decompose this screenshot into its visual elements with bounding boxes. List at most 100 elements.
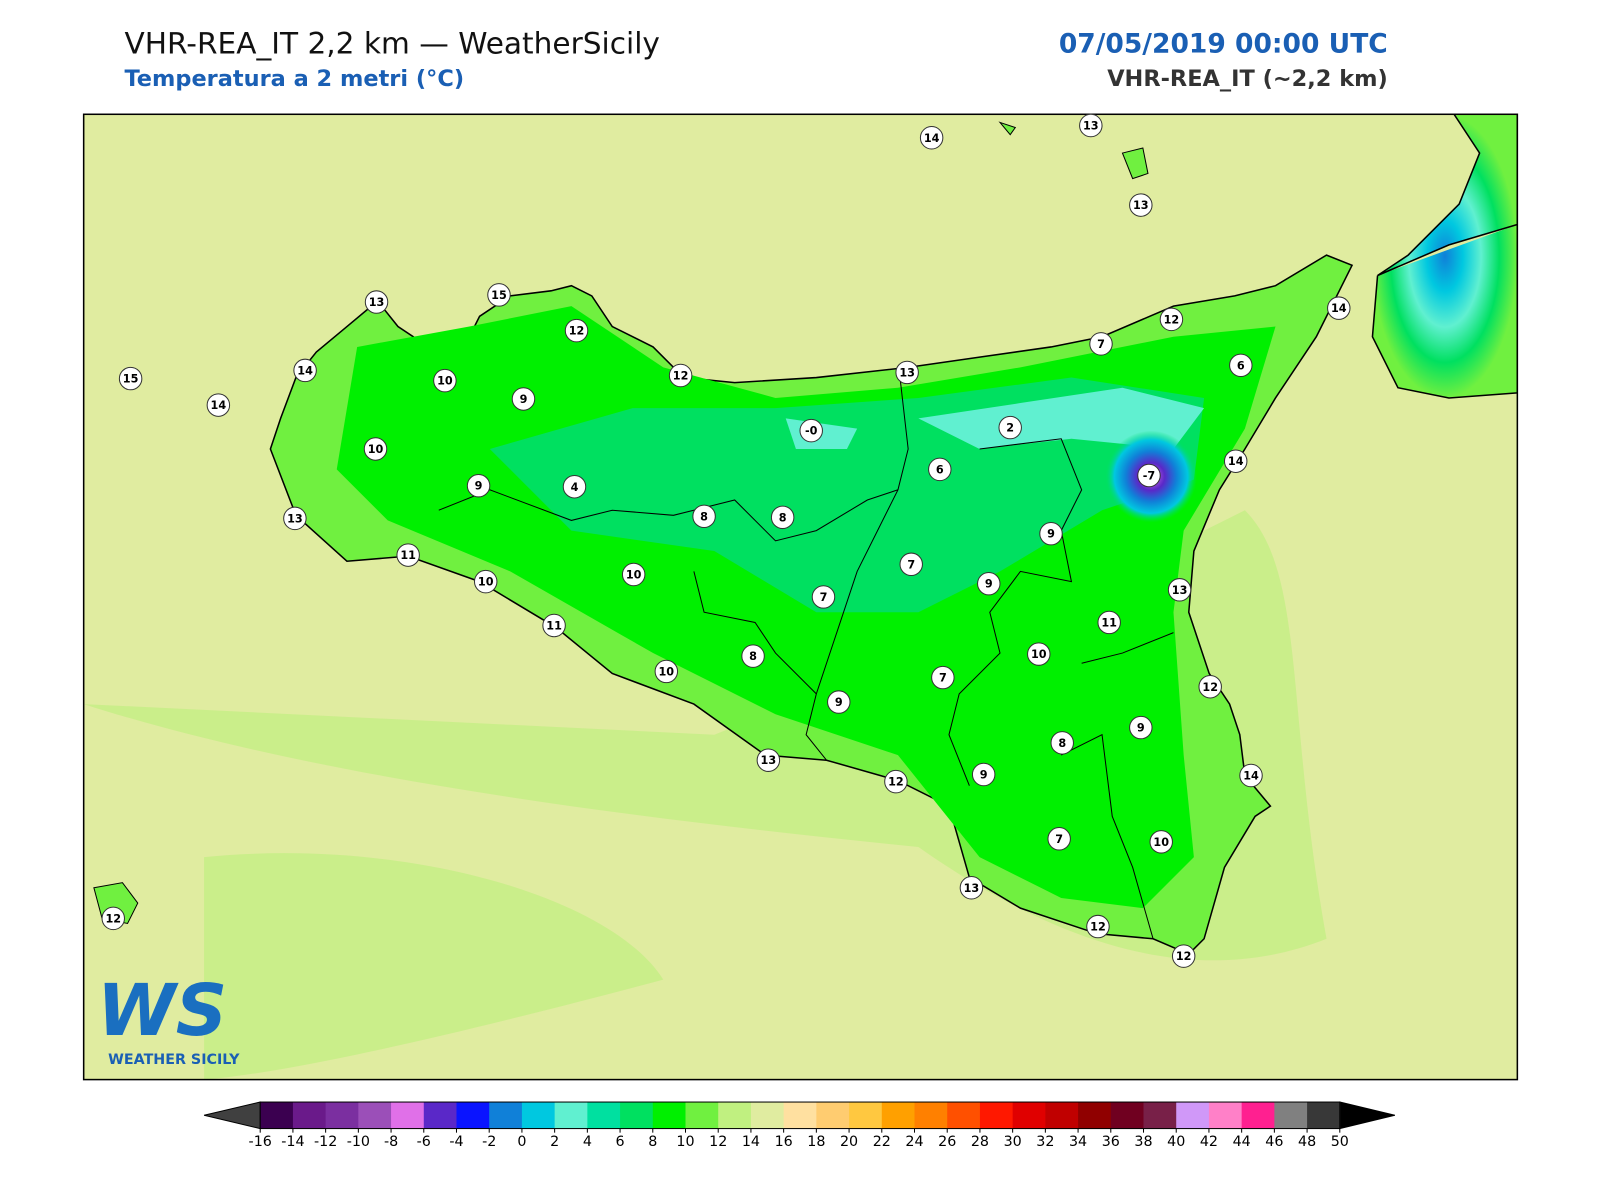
station: 9 [466, 473, 491, 498]
station-value: 4 [571, 481, 579, 494]
station-marker [118, 366, 143, 391]
station-value: 10 [626, 569, 642, 582]
station: 13 [1079, 113, 1103, 138]
colorbar-tick-label: 20 [840, 1134, 858, 1150]
station: 14 [919, 126, 944, 150]
station: 14 [206, 393, 231, 417]
station-marker [1223, 449, 1248, 473]
station: 12 [1086, 914, 1110, 939]
station: 6 [928, 457, 952, 482]
station: 12 [668, 363, 693, 388]
station-marker [433, 368, 457, 393]
colorbar-bin [783, 1102, 817, 1129]
colorbar-under [203, 1101, 261, 1130]
station-value: 13 [1172, 584, 1188, 597]
colorbar-bin [816, 1102, 850, 1129]
station-value: 9 [1047, 528, 1055, 541]
station-value: 9 [985, 578, 993, 591]
colorbar-tick-label: 6 [616, 1134, 625, 1150]
station-marker [799, 418, 823, 443]
station-marker [827, 690, 851, 714]
colorbar-bin [1241, 1102, 1275, 1129]
colorbar-bin [456, 1102, 490, 1129]
station-marker [654, 659, 679, 684]
colorbar-tick-label: 0 [517, 1134, 526, 1150]
calabria [1371, 114, 1518, 399]
colorbar-bin [521, 1102, 556, 1129]
station: 13 [364, 290, 389, 314]
colorbar-bin [1143, 1102, 1177, 1129]
station-value: 11 [400, 549, 416, 562]
station-marker [1159, 307, 1184, 332]
station: 9 [511, 387, 536, 411]
colorbar-frame [259, 1101, 1341, 1130]
colorbar-bin [881, 1102, 916, 1129]
station-value: -7 [1143, 470, 1155, 483]
station-value: 13 [761, 754, 777, 767]
station: 14 [293, 358, 317, 383]
station-value: 7 [1097, 338, 1105, 351]
station-marker [1171, 944, 1196, 968]
station-marker [899, 552, 923, 577]
colorbar-bin [260, 1102, 294, 1129]
station: 7 [811, 585, 836, 609]
station-value: 12 [1090, 921, 1106, 934]
station: 15 [118, 366, 143, 391]
colorbar-tick-label: -14 [281, 1134, 304, 1150]
colorbar-tick-label: 10 [676, 1134, 694, 1150]
station-marker [1050, 731, 1074, 755]
colorbar-tick-label: 46 [1265, 1134, 1283, 1150]
colorbar-bin [979, 1102, 1014, 1129]
station-value: 6 [936, 463, 944, 476]
station: 9 [827, 690, 851, 714]
station: 14 [1239, 763, 1263, 788]
colorbar-bin [391, 1102, 425, 1129]
station-marker [364, 290, 389, 314]
station-value: 10 [368, 443, 384, 456]
colorbar-tick-label: 38 [1134, 1134, 1152, 1150]
station: 12 [564, 318, 589, 343]
station-marker [1129, 715, 1153, 740]
colorbar-tick-label: 44 [1233, 1134, 1251, 1150]
logo-text: WEATHER SICILY [108, 1052, 240, 1068]
station-marker [919, 126, 944, 150]
station: 11 [396, 543, 420, 567]
station-value: 10 [1153, 836, 1169, 849]
colorbar-bin [1012, 1102, 1046, 1129]
station-value: 13 [369, 296, 385, 309]
station-marker [473, 569, 498, 594]
station-value: -0 [805, 425, 818, 438]
colorbar-tick-label: 48 [1298, 1134, 1316, 1150]
station: 12 [1198, 675, 1222, 699]
station-marker [621, 562, 646, 587]
station-value: 8 [700, 510, 708, 523]
colorbar-tick-label: 28 [971, 1134, 989, 1150]
station-marker [1086, 914, 1110, 939]
station-value: 14 [211, 399, 227, 412]
station-value: 11 [546, 620, 562, 633]
station: 11 [542, 613, 566, 638]
station: 14 [1327, 296, 1351, 320]
subtitle: Temperatura a 2 metri (°C) [124, 66, 464, 92]
valid-time: 07/05/2019 00:00 UTC [1059, 28, 1388, 59]
colorbar-bin [849, 1102, 883, 1129]
station-marker [668, 363, 693, 388]
colorbar-bin [914, 1102, 948, 1129]
colorbar-tick-label: 26 [938, 1134, 956, 1150]
station-marker [1198, 675, 1222, 699]
station: 12 [1159, 307, 1184, 332]
station-value: 12 [105, 912, 121, 925]
station: 13 [1129, 193, 1153, 217]
station: 8 [1050, 731, 1074, 755]
colorbar-bin [1274, 1102, 1308, 1129]
station-marker [1137, 463, 1161, 488]
station-value: 9 [1137, 722, 1145, 735]
station-marker [971, 762, 996, 787]
station-marker [1167, 578, 1192, 602]
station-value: 2 [1006, 422, 1014, 435]
station-value: 7 [907, 558, 915, 571]
station-marker [283, 506, 307, 531]
logo: WS WEATHER SICILY [97, 969, 240, 1068]
station-marker [1097, 610, 1121, 635]
colorbar-bin [554, 1102, 588, 1129]
